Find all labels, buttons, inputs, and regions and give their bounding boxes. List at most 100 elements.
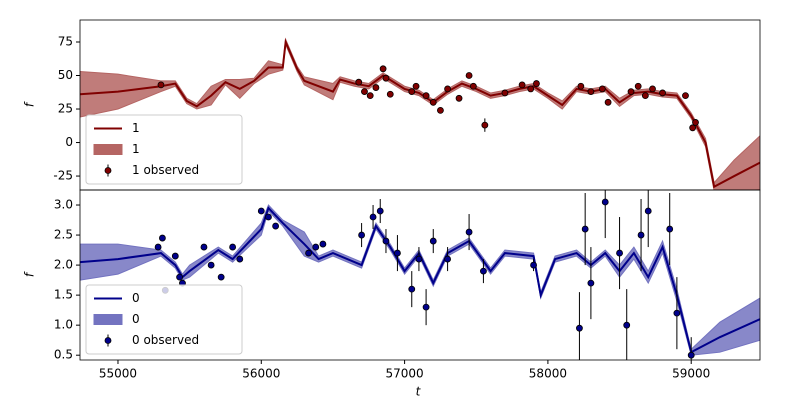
observed-point	[422, 92, 430, 100]
observed-point	[634, 82, 642, 90]
observed-point	[429, 98, 437, 106]
legend-box	[85, 284, 243, 355]
observed-point	[692, 119, 699, 126]
observed-point	[444, 255, 451, 263]
observed-point	[641, 92, 649, 100]
axes-frame	[79, 189, 761, 361]
y-tick-label: 2.5	[54, 228, 73, 242]
observed-point	[361, 88, 368, 95]
x-tick-label: 59000	[672, 367, 710, 381]
y-tick-label: 2.0	[54, 258, 73, 272]
observed-point	[689, 124, 697, 132]
observed-point	[376, 207, 384, 215]
observed-point	[229, 243, 237, 251]
observed-point	[659, 89, 666, 97]
observed-point	[673, 309, 681, 317]
x-tick-label: 58000	[529, 367, 567, 381]
y-axis-label: f	[23, 101, 37, 107]
observed-point	[157, 81, 165, 89]
observed-point	[272, 222, 280, 230]
observed-point	[386, 90, 394, 98]
legend-label: 0	[132, 312, 140, 326]
legend-label: 1 observed	[132, 163, 199, 177]
x-tick-label: 57000	[386, 367, 424, 381]
observed-point	[465, 228, 473, 236]
observed-point	[627, 88, 635, 95]
observed-point	[366, 92, 374, 100]
x-tick-label: 56000	[242, 367, 280, 381]
observed-point	[666, 225, 674, 233]
observed-point	[176, 273, 183, 281]
y-tick-label: 3.0	[54, 198, 73, 212]
observed-point	[501, 89, 509, 97]
observed-point	[312, 243, 320, 251]
legend-label: 0	[132, 291, 140, 305]
observed-point	[598, 85, 606, 93]
observed-point	[637, 231, 645, 239]
observed-point	[527, 85, 535, 93]
y-axis-label: f	[23, 271, 37, 277]
observed-point	[604, 98, 612, 106]
observed-point	[154, 243, 162, 251]
observed-point	[379, 65, 387, 73]
observed-point	[319, 240, 327, 248]
observed-point	[207, 261, 215, 269]
observed-point	[412, 82, 420, 90]
observed-point	[372, 84, 380, 91]
observed-point	[577, 82, 585, 90]
observed-point	[533, 80, 540, 87]
legend-label: 0 observed	[132, 333, 199, 347]
observed-point	[305, 249, 312, 257]
y-tick-label: 0	[65, 135, 73, 149]
observed-point	[469, 82, 477, 90]
legend-label: 1	[132, 121, 140, 135]
y-tick-label: 1.5	[54, 288, 73, 302]
observed-point	[265, 213, 272, 221]
observed-point	[687, 351, 695, 359]
observed-point	[159, 234, 166, 242]
observed-point	[355, 78, 363, 86]
x-tick-label: 55000	[99, 367, 137, 381]
observed-point	[616, 249, 623, 257]
observed-point	[358, 231, 366, 239]
y-tick-label: 25	[58, 102, 73, 116]
observed-point	[455, 94, 463, 102]
observed-point	[257, 207, 265, 215]
observed-point	[465, 72, 473, 79]
observed-point	[518, 81, 526, 89]
observed-point	[394, 249, 401, 257]
legend-patch	[93, 314, 123, 325]
observed-point	[422, 303, 430, 311]
observed-point	[601, 198, 609, 206]
observed-point	[530, 261, 537, 269]
observed-point	[408, 285, 416, 293]
observed-point	[444, 85, 451, 93]
observed-point	[429, 237, 437, 245]
observed-point	[200, 243, 208, 251]
observed-point	[369, 213, 377, 221]
observed-point	[437, 106, 444, 114]
observed-point	[623, 321, 631, 329]
legend-marker	[104, 337, 112, 344]
observed-point	[382, 74, 390, 82]
observed-point	[481, 121, 489, 129]
plot-area	[80, 190, 760, 360]
observed-point	[415, 255, 423, 263]
plot-area	[80, 37, 760, 190]
observed-point	[644, 207, 652, 215]
observed-point	[171, 252, 179, 260]
y-tick-label: 75	[58, 34, 73, 48]
observed-point	[382, 237, 390, 245]
observed-point	[581, 225, 589, 233]
observed-point	[587, 88, 595, 95]
observed-point	[236, 255, 244, 263]
y-tick-label: -25	[53, 169, 73, 183]
observed-point	[480, 267, 487, 275]
fit-line	[80, 206, 760, 354]
confidence-band	[80, 37, 760, 190]
observed-point	[682, 92, 689, 100]
x-axis-label: t	[416, 385, 422, 399]
legend-label: 1	[132, 142, 140, 156]
y-tick-label: 0.5	[54, 348, 73, 362]
